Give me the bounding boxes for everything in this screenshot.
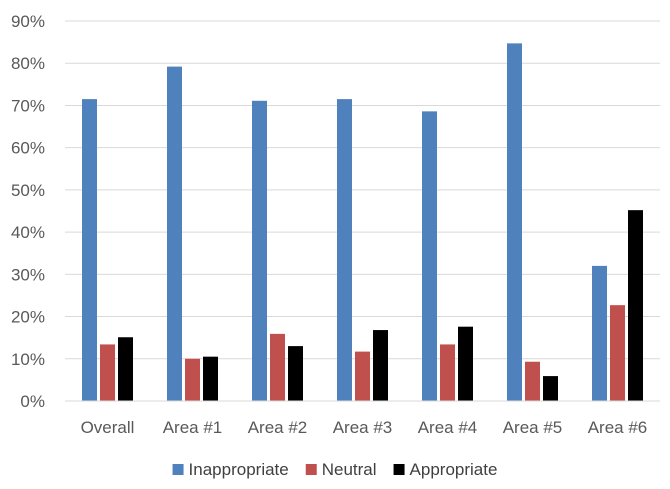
bar-neutral-6 [525, 361, 540, 401]
bar-appropriate-3 [288, 346, 303, 401]
legend-item-appropriate: Appropriate [393, 460, 498, 479]
y-tick-label: 50% [11, 181, 45, 200]
x-tick-label: Area #6 [588, 418, 648, 437]
gridlines [65, 20, 660, 360]
x-tick-label: Area #4 [418, 418, 478, 437]
bar-appropriate-6 [543, 376, 558, 401]
y-tick-label: 80% [11, 54, 45, 73]
y-tick-label: 70% [11, 96, 45, 115]
bar-inappropriate-3 [252, 100, 267, 402]
y-axis-tick-labels: 0% 10% 20% 30% 40% 50% 60% 70% 80% 90% [11, 12, 45, 411]
bar-appropriate-2 [203, 356, 218, 401]
y-tick-label: 10% [11, 350, 45, 369]
legend-swatch [393, 464, 405, 475]
legend-label: Inappropriate [189, 460, 289, 479]
bar-neutral-1 [100, 344, 115, 401]
legend-label: Neutral [322, 460, 377, 479]
legend-item-neutral: Neutral [305, 460, 377, 479]
y-tick-label: 0% [20, 392, 45, 411]
bar-neutral-3 [270, 333, 285, 401]
bar-appropriate-5 [458, 326, 473, 401]
bar-appropriate-4 [373, 330, 388, 401]
x-tick-label: Area #2 [248, 418, 308, 437]
bar-appropriate-1 [118, 337, 133, 401]
bar-inappropriate-7 [592, 265, 607, 401]
bar-appropriate-7 [628, 210, 643, 401]
bar-neutral-7 [610, 305, 625, 401]
y-tick-label: 40% [11, 223, 45, 242]
y-tick-label: 20% [11, 308, 45, 327]
x-tick-label: Overall [81, 418, 135, 437]
bar-neutral-2 [185, 358, 200, 401]
bars [82, 43, 643, 402]
x-tick-label: Area #1 [163, 418, 223, 437]
x-tick-label: Area #5 [503, 418, 563, 437]
bar-inappropriate-5 [422, 111, 437, 401]
bar-inappropriate-4 [337, 99, 352, 401]
bar-inappropriate-6 [507, 43, 522, 401]
bar-neutral-5 [440, 344, 455, 401]
y-tick-label: 60% [11, 139, 45, 158]
legend-swatch [172, 464, 184, 475]
legend-swatch [305, 464, 317, 475]
legend-label: Appropriate [410, 460, 498, 479]
x-axis-tick-labels: Overall Area #1 Area #2 Area #3 Area #4 Area … [81, 418, 648, 437]
y-tick-label: 90% [11, 12, 45, 31]
y-tick-label: 30% [11, 265, 45, 284]
bar-inappropriate-2 [167, 66, 182, 401]
bar-neutral-4 [355, 351, 370, 401]
legend: Inappropriate Neutral Appropriate [172, 460, 498, 479]
legend-item-inappropriate: Inappropriate [172, 460, 289, 479]
x-tick-label: Area #3 [333, 418, 393, 437]
bar-inappropriate-1 [82, 99, 97, 401]
